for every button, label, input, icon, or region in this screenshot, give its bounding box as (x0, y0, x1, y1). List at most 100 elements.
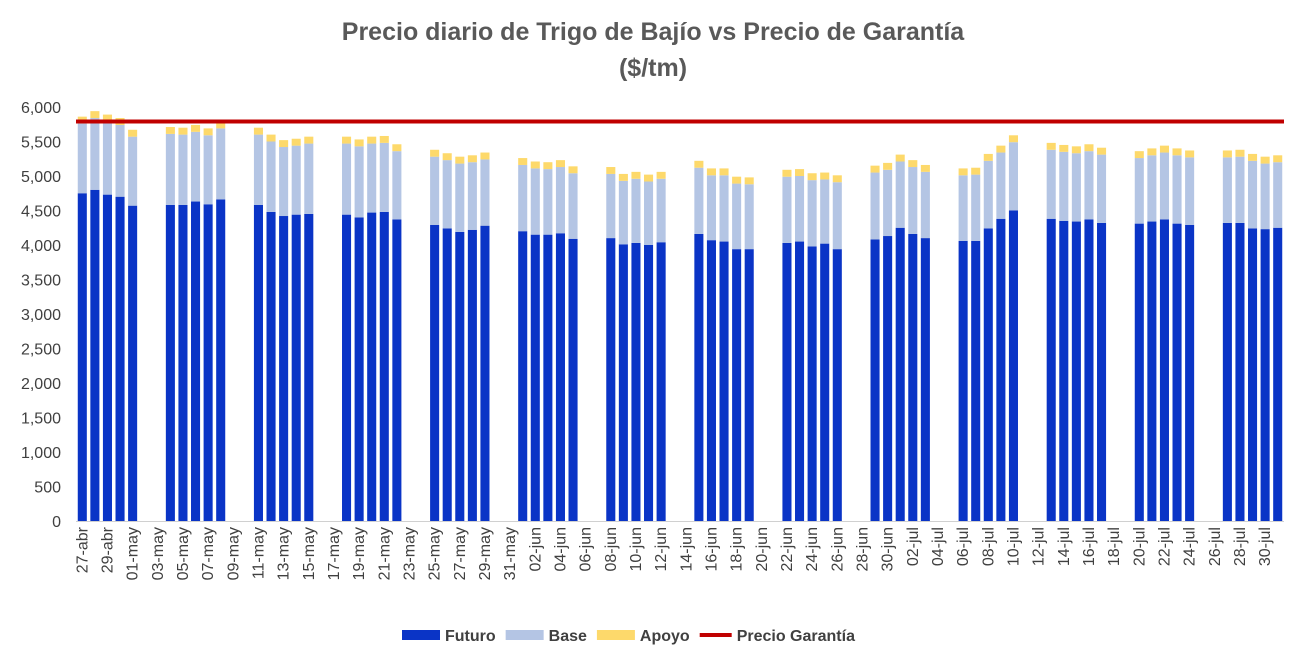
bar-segment-futuro (1248, 228, 1258, 521)
bar-segment-apoyo (1248, 153, 1258, 161)
bar-segment-apoyo (543, 162, 553, 170)
x-tick-label: 18-jul (1106, 527, 1123, 566)
bar-segment-futuro (719, 241, 729, 522)
y-axis: 0 500 1,000 1,500 2,000 2,500 3,000 3,500 4,000 4… (21, 100, 61, 531)
bar-segment-apoyo (367, 136, 377, 144)
bar-segment-base (883, 169, 893, 237)
bar-segment-base (367, 143, 377, 213)
bar-segment-base (467, 162, 477, 230)
bar-segment-apoyo (568, 166, 578, 174)
bar-segment-base (832, 182, 842, 250)
bar-segment-base (379, 142, 389, 212)
bar-segment-apoyo (870, 165, 880, 173)
bar-segment-apoyo (304, 136, 314, 144)
bar-segment-futuro (279, 216, 289, 521)
bar-segment-futuro (694, 233, 704, 521)
bar-segment-apoyo (920, 164, 930, 172)
bar-segment-futuro (555, 233, 565, 521)
bar-segment-base (782, 176, 792, 243)
x-tick-label: 29-abr (99, 526, 116, 573)
bar-segment-apoyo (266, 134, 276, 142)
x-tick-label: 10-jun (628, 527, 645, 571)
bar-segment-apoyo (342, 136, 352, 144)
bar-segment-base (920, 171, 930, 239)
bar-segment-futuro (631, 242, 641, 521)
bar-segment-apoyo (455, 156, 465, 164)
bar-segment-base (128, 136, 138, 206)
bar-segment-apoyo (807, 173, 817, 181)
bar-segment-base (455, 163, 465, 232)
bar-segment-futuro (342, 214, 352, 521)
bar-segment-base (102, 121, 112, 195)
bar-segment-futuro (165, 204, 175, 522)
x-tick-label: 11-may (250, 527, 267, 579)
bar-segment-futuro (392, 219, 402, 521)
bar-segment-futuro (971, 240, 981, 522)
bar-segment-futuro (367, 212, 377, 521)
bar-segment-apoyo (1147, 148, 1157, 156)
bar-segment-base (908, 167, 918, 234)
x-tick-label: 22-jun (779, 527, 796, 571)
bar-segment-futuro (530, 234, 540, 521)
bar-segment-apoyo (795, 169, 805, 176)
bar-segment-apoyo (706, 168, 716, 176)
legend-label: Base (549, 628, 587, 645)
bar-segment-apoyo (1071, 146, 1081, 154)
legend-label: Apoyo (640, 628, 690, 645)
bar-segment-base (1059, 151, 1069, 221)
bar-segment-apoyo (291, 138, 301, 146)
bar-segment-apoyo (719, 168, 729, 176)
bar-segment-apoyo (467, 155, 477, 163)
bar-segment-futuro (996, 218, 1006, 521)
bars (77, 111, 1283, 522)
bar-segment-base (631, 178, 641, 243)
x-tick-label: 12-jun (653, 527, 670, 571)
x-tick-label: 14-jun (678, 527, 695, 571)
bar-segment-apoyo (480, 152, 490, 160)
x-tick-label: 26-jul (1207, 527, 1224, 566)
bar-segment-base (1147, 155, 1157, 222)
bar-segment-futuro (795, 241, 805, 522)
bar-segment-base (1248, 160, 1258, 229)
bar-segment-base (203, 135, 213, 205)
bar-segment-base (115, 124, 125, 197)
bar-segment-apoyo (1084, 144, 1094, 152)
x-tick-label: 12-jul (1031, 527, 1048, 566)
bar-segment-base (266, 141, 276, 212)
x-tick-label: 18-jun (729, 527, 746, 571)
y-tick-label: 3,500 (21, 273, 61, 290)
legend-label: Futuro (445, 628, 496, 645)
y-tick-label: 2,000 (21, 376, 61, 393)
bar-segment-base (870, 172, 880, 240)
bar-segment-apoyo (908, 160, 918, 168)
bar-segment-futuro (90, 189, 100, 522)
bar-segment-apoyo (102, 114, 112, 122)
bar-segment-base (530, 168, 540, 235)
y-tick-label: 1,000 (21, 445, 61, 462)
bar-segment-apoyo (354, 139, 364, 147)
bar-segment-futuro (1084, 219, 1094, 521)
bar-segment-futuro (543, 234, 553, 521)
bar-segment-base (480, 159, 490, 226)
bar-segment-futuro (304, 213, 314, 521)
y-tick-label: 5,500 (21, 135, 61, 152)
bar-segment-base (543, 169, 553, 235)
bar-segment-futuro (820, 243, 830, 521)
bar-segment-base (1134, 158, 1144, 224)
bar-segment-futuro (920, 238, 930, 521)
bar-segment-base (807, 180, 817, 247)
bar-segment-apoyo (694, 160, 704, 168)
x-tick-label: 26-jun (829, 527, 846, 571)
bar-segment-base (694, 167, 704, 234)
bar-segment-apoyo (1260, 156, 1270, 164)
x-tick-label: 04-jun (552, 527, 569, 571)
bar-segment-futuro (1097, 222, 1107, 522)
bar-segment-futuro (832, 249, 842, 521)
bar-segment-futuro (656, 242, 666, 522)
x-tick-label: 28-jul (1232, 527, 1249, 566)
bar-segment-apoyo (1185, 150, 1195, 158)
y-tick-label: 1,500 (21, 411, 61, 428)
x-tick-label: 10-jul (1005, 527, 1022, 566)
x-axis: 27-abr 29-abr 01-may 03-may 05-may 07-may 09-m… (74, 521, 1284, 580)
bar-segment-futuro (128, 205, 138, 522)
